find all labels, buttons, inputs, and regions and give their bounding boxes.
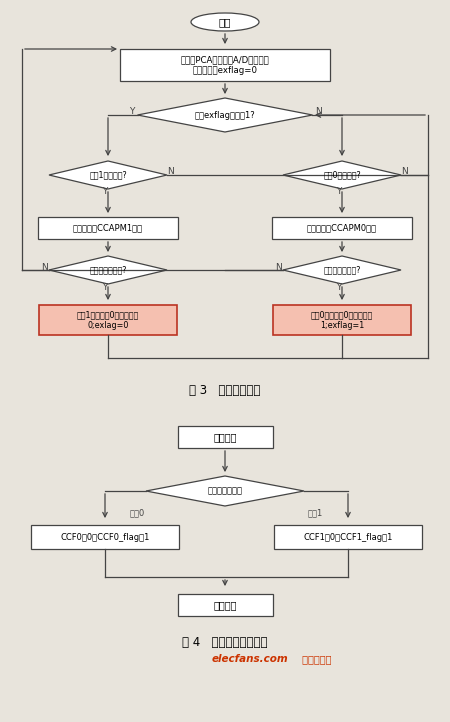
Text: 开始: 开始 [219,17,231,27]
Text: 模块0是否中断?: 模块0是否中断? [323,170,361,180]
Text: Y: Y [102,282,108,292]
Bar [31,525,179,549]
Text: 图 4   中断子程序流程图: 图 4 中断子程序流程图 [182,637,268,650]
Text: Y: Y [129,108,135,116]
Text: Y: Y [336,188,342,196]
Text: N: N [41,263,49,271]
Text: 中断返回: 中断返回 [213,600,237,610]
Text: N: N [401,168,409,176]
Text: N: N [315,108,321,116]
Polygon shape [138,98,312,132]
Text: 初始化PCA定时器，A/D转换模块
及相关变量exflag=0: 初始化PCA定时器，A/D转换模块 及相关变量exflag=0 [180,56,270,74]
Text: 正弦是否遍历完?: 正弦是否遍历完? [89,266,127,274]
Text: 模块1是否中断?: 模块1是否中断? [89,170,127,180]
Polygon shape [49,256,167,284]
Text: CCF0清0；CCF0_flag置1: CCF0清0；CCF0_flag置1 [60,533,150,542]
Text: Y: Y [102,188,108,196]
Text: 电子发烧友: 电子发烧友 [299,654,331,664]
Text: 图 3   主程序流程图: 图 3 主程序流程图 [189,383,261,396]
Bar [273,305,411,335]
Bar [274,525,422,549]
Text: N: N [275,263,283,271]
Ellipse shape [191,13,259,31]
Text: CCF1清0；CCF1_flag置1: CCF1清0；CCF1_flag置1 [303,533,393,542]
Text: 模块1自锁输出0；开启模块
0;exlag=0: 模块1自锁输出0；开启模块 0;exlag=0 [77,310,139,330]
Text: N: N [167,168,175,176]
Bar [120,49,330,81]
Text: 模块0自锁输出0；开启模块
1;exflag=1: 模块0自锁输出0；开启模块 1;exflag=1 [311,310,373,330]
Text: 用正统表给CCAPM1赋值: 用正统表给CCAPM1赋值 [73,224,143,232]
Text: 模块0: 模块0 [130,508,144,518]
Text: Y: Y [336,282,342,292]
Bar [38,217,178,239]
Bar [177,594,273,616]
Bar [272,217,412,239]
Text: 用正统表给CCAPM0赋值: 用正统表给CCAPM0赋值 [307,224,377,232]
Text: 正弦是否遍历完?: 正弦是否遍历完? [323,266,361,274]
Polygon shape [283,256,401,284]
Text: 判断哪一个模块: 判断哪一个模块 [207,487,243,495]
Polygon shape [146,476,304,506]
Polygon shape [49,161,167,189]
Text: 模块1: 模块1 [307,508,323,518]
Text: 中断产生: 中断产生 [213,432,237,442]
Polygon shape [283,161,401,189]
Bar [177,426,273,448]
Text: elecfans.com: elecfans.com [212,654,288,664]
Bar [39,305,177,335]
Text: 判断exflag是否为1?: 判断exflag是否为1? [194,110,256,120]
